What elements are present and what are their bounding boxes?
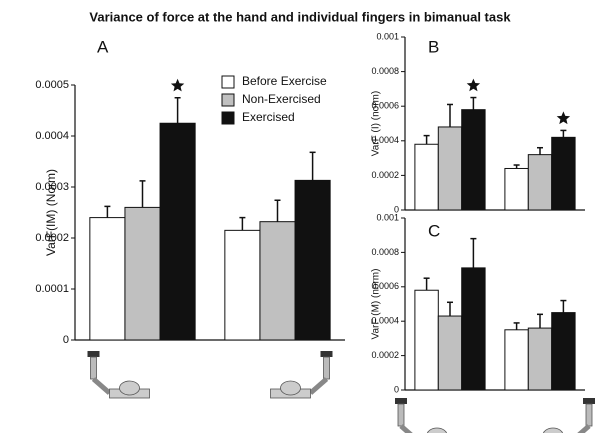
y-tick-label: 0.0002 [371, 350, 399, 360]
legend-swatch [221, 75, 235, 89]
y-tick-label: 0.001 [376, 31, 399, 41]
panel-label: B [428, 37, 439, 56]
icon-sensor [320, 351, 333, 357]
y-tick-label: 0 [394, 384, 399, 394]
bar [259, 221, 296, 341]
bar [527, 327, 553, 391]
y-axis-label: VarF (M) (norm) [371, 269, 382, 340]
icon-finger [90, 356, 97, 380]
panel-label: A [97, 37, 109, 56]
icon-sensor [583, 398, 595, 404]
legend-label: Non-Exercised [242, 92, 321, 106]
icon-finger [585, 403, 593, 427]
bar [437, 126, 463, 211]
y-tick-label: 0.0003 [35, 181, 69, 193]
bar [414, 289, 439, 391]
y-tick-label: 0.0004 [35, 130, 69, 142]
icon-finger [323, 356, 330, 380]
y-tick-label: 0.0002 [371, 170, 399, 180]
significance-star [170, 78, 185, 92]
bar [551, 136, 576, 211]
icon-arm [399, 424, 413, 433]
y-tick-label: 0.0006 [371, 281, 399, 291]
y-tick-label: 0 [394, 204, 399, 214]
icon-finger [397, 403, 405, 427]
y-tick-label: 0 [63, 334, 69, 346]
bar [159, 122, 196, 341]
chart-panel: 0 0.0002 0.0004 0.0006 0.0008 0.001 B VarF (I) … [371, 31, 585, 214]
legend-swatch [221, 111, 235, 125]
bar [294, 179, 331, 341]
icon-head [119, 380, 140, 396]
icon-head [280, 380, 301, 396]
bar [414, 143, 439, 211]
hand-icon [395, 398, 448, 433]
bar [504, 167, 529, 211]
bar [224, 229, 261, 341]
legend-label: Before Exercise [242, 74, 327, 88]
significance-star [556, 111, 571, 125]
hand-icon [87, 351, 150, 399]
y-tick-label: 0.0008 [371, 66, 399, 76]
icon-sensor [395, 398, 407, 404]
bar [461, 109, 486, 211]
y-tick-label: 0.0004 [371, 316, 399, 326]
y-tick-label: 0.0005 [35, 79, 69, 91]
y-axis-label: VarF(IM) (Norm) [44, 169, 58, 256]
icon-arm [577, 424, 591, 433]
legend-label: Exercised [242, 110, 295, 124]
y-tick-label: 0.001 [376, 212, 399, 222]
legend-swatch [221, 93, 235, 107]
y-axis-label: VarF (I) (norm) [371, 91, 382, 156]
hand-icon [542, 398, 595, 433]
bar [437, 315, 463, 391]
figure-title: Variance of force at the hand and indivi… [89, 9, 511, 24]
bar [461, 267, 486, 391]
significance-star [466, 78, 481, 92]
y-tick-label: 0.0006 [371, 101, 399, 111]
bar [124, 206, 161, 341]
icon-head [542, 427, 564, 433]
y-tick-label: 0.0008 [371, 247, 399, 257]
bar [89, 217, 126, 341]
bar [551, 312, 576, 391]
y-tick-label: 0.0004 [371, 135, 399, 145]
icon-sensor [87, 351, 100, 357]
y-tick-label: 0.0002 [35, 232, 69, 244]
panel-label: C [428, 221, 440, 240]
icon-arm [91, 377, 112, 395]
icon-arm [308, 377, 329, 395]
chart-panel: 0 0.0002 0.0004 0.0006 0.0008 0.001 C VarF (M) … [371, 212, 595, 433]
chart-panel: 0 0.0001 0.0002 0.0003 0.0004 0.0005 A VarF(IM)… [35, 37, 345, 399]
hand-icon [270, 351, 333, 399]
bar [527, 154, 553, 211]
y-tick-label: 0.0001 [35, 283, 69, 295]
icon-head [426, 427, 448, 433]
bar [504, 329, 529, 391]
